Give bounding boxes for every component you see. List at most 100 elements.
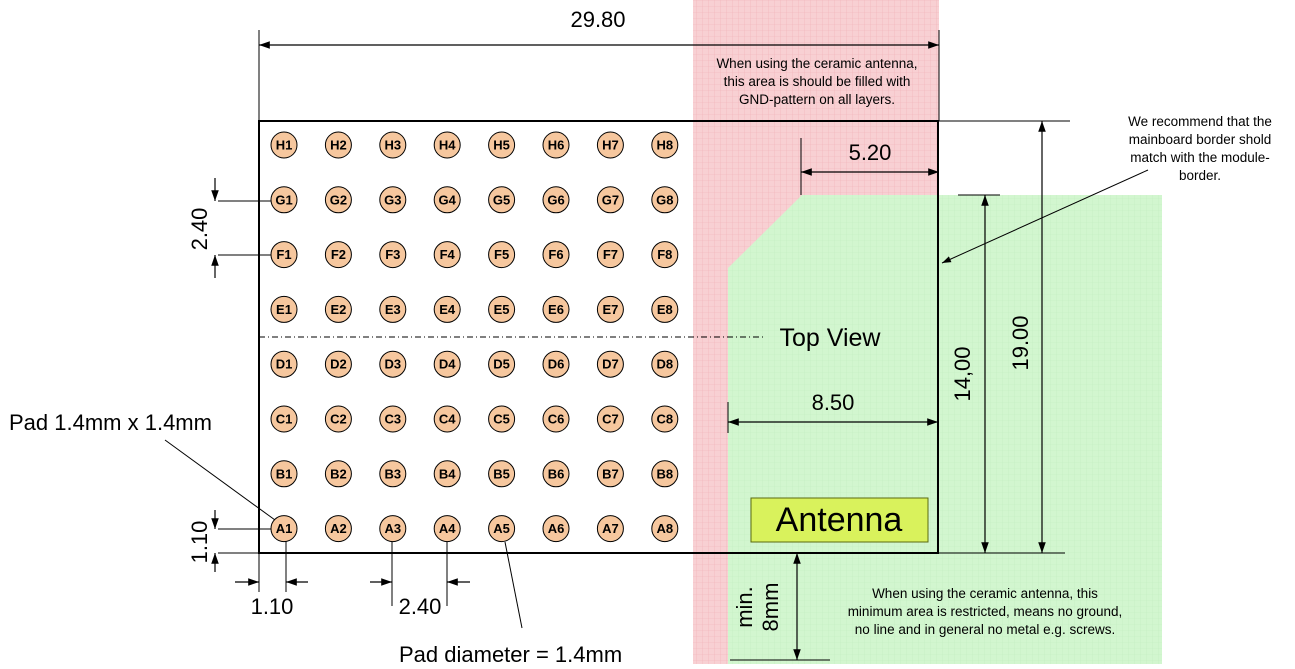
pad-G7: G7 bbox=[596, 186, 624, 214]
pad-circle bbox=[324, 186, 352, 214]
pad-A4: A4 bbox=[433, 515, 461, 543]
pad-circle bbox=[596, 241, 624, 269]
pad-A6: A6 bbox=[542, 515, 570, 543]
gnd-note-line: When using the ceramic antenna, bbox=[716, 56, 917, 71]
pad-circle bbox=[324, 295, 352, 323]
dim-height-total: 19.00 bbox=[1008, 315, 1033, 370]
pad-D6: D6 bbox=[542, 350, 570, 378]
pad-label: A7 bbox=[602, 521, 619, 536]
pad-circle bbox=[379, 186, 407, 214]
dim-width-total: 29.80 bbox=[570, 7, 625, 32]
restricted-note: When using the ceramic antenna, this min… bbox=[848, 586, 1123, 637]
dim-edge-horizontal: 1.10 bbox=[251, 594, 294, 619]
pad-C6: C6 bbox=[542, 405, 570, 433]
pad-label: C3 bbox=[384, 412, 401, 427]
pad-label: E2 bbox=[330, 302, 346, 317]
pad-label: F3 bbox=[385, 247, 400, 262]
pad-B1: B1 bbox=[270, 460, 298, 488]
restricted-note-line: no line and in general no metal e.g. scr… bbox=[855, 622, 1115, 637]
pad-label: E5 bbox=[494, 302, 510, 317]
pad-label: C4 bbox=[439, 412, 456, 427]
pad-circle bbox=[542, 405, 570, 433]
pad-label: F5 bbox=[494, 247, 509, 262]
pad-F4: F4 bbox=[433, 241, 461, 269]
pad-label: D8 bbox=[656, 357, 673, 372]
pad-C5: C5 bbox=[488, 405, 516, 433]
pad-label: F1 bbox=[276, 247, 291, 262]
pad-label: B1 bbox=[276, 466, 293, 481]
pad-label: B6 bbox=[548, 466, 565, 481]
dim-min-clearance-line1: min. bbox=[732, 586, 757, 628]
pad-circle bbox=[270, 295, 298, 323]
pad-circle bbox=[651, 405, 679, 433]
pad-label: E1 bbox=[276, 302, 292, 317]
pad-circle bbox=[270, 460, 298, 488]
pad-circle bbox=[542, 186, 570, 214]
pad-diameter-label: Pad diameter = 1.4mm bbox=[399, 642, 622, 664]
pad-circle bbox=[596, 350, 624, 378]
pad-circle bbox=[596, 295, 624, 323]
pad-label: B2 bbox=[330, 466, 347, 481]
pad-F7: F7 bbox=[596, 241, 624, 269]
pad-label: C5 bbox=[493, 412, 510, 427]
pad-E1: E1 bbox=[270, 295, 298, 323]
pad-circle bbox=[270, 186, 298, 214]
border-note-line: mainboard border shold bbox=[1129, 132, 1272, 147]
pad-circle bbox=[488, 460, 516, 488]
pad-D4: D4 bbox=[433, 350, 461, 378]
pad-label: H8 bbox=[656, 138, 673, 153]
pad-circle bbox=[324, 241, 352, 269]
pad-circle bbox=[379, 131, 407, 159]
pad-label: B5 bbox=[493, 466, 510, 481]
pad-label: H5 bbox=[493, 138, 510, 153]
pad-label: F2 bbox=[331, 247, 346, 262]
pad-label: H7 bbox=[602, 138, 619, 153]
border-note-line: border. bbox=[1179, 168, 1221, 183]
pad-H2: H2 bbox=[324, 131, 352, 159]
pad-label: E4 bbox=[439, 302, 456, 317]
pad-F1: F1 bbox=[270, 241, 298, 269]
restricted-area bbox=[728, 195, 1162, 664]
pad-label: A2 bbox=[330, 521, 347, 536]
pad-label: H1 bbox=[276, 138, 293, 153]
pad-A7: A7 bbox=[596, 515, 624, 543]
pad-label: G2 bbox=[330, 192, 347, 207]
pad-circle bbox=[324, 515, 352, 543]
pad-G6: G6 bbox=[542, 186, 570, 214]
pad-F6: F6 bbox=[542, 241, 570, 269]
pad-label: C1 bbox=[276, 412, 293, 427]
pad-label: B4 bbox=[439, 466, 456, 481]
pad-label: B3 bbox=[384, 466, 401, 481]
pad-circle bbox=[596, 186, 624, 214]
pad-A2: A2 bbox=[324, 515, 352, 543]
pad-A5: A5 bbox=[488, 515, 516, 543]
pad-A8: A8 bbox=[651, 515, 679, 543]
pad-circle bbox=[542, 131, 570, 159]
pad-G5: G5 bbox=[488, 186, 516, 214]
pad-D5: D5 bbox=[488, 350, 516, 378]
pad-C4: C4 bbox=[433, 405, 461, 433]
pad-circle bbox=[379, 405, 407, 433]
pad-circle bbox=[488, 131, 516, 159]
pad-circle bbox=[542, 350, 570, 378]
pad-circle bbox=[488, 241, 516, 269]
pad-circle bbox=[651, 241, 679, 269]
pad-A1: A1 bbox=[270, 515, 298, 543]
pad-C1: C1 bbox=[270, 405, 298, 433]
pad-A3: A3 bbox=[379, 515, 407, 543]
pad-B7: B7 bbox=[596, 460, 624, 488]
pad-E3: E3 bbox=[379, 295, 407, 323]
gnd-note-line: this area is should be filled with bbox=[724, 74, 911, 89]
pad-H1: H1 bbox=[270, 131, 298, 159]
pad-label: G8 bbox=[656, 192, 673, 207]
restricted-note-line: When using the ceramic antenna, this bbox=[872, 586, 1098, 601]
pad-label: C8 bbox=[656, 412, 673, 427]
pad-label: A3 bbox=[384, 521, 401, 536]
dim-pitch-vertical: 2.40 bbox=[187, 208, 212, 251]
pad-label: G1 bbox=[275, 192, 292, 207]
pad-H3: H3 bbox=[379, 131, 407, 159]
dimension-arrows bbox=[211, 41, 1046, 660]
antenna-label: Antenna bbox=[776, 501, 903, 539]
border-note-line: match with the module- bbox=[1130, 150, 1270, 165]
